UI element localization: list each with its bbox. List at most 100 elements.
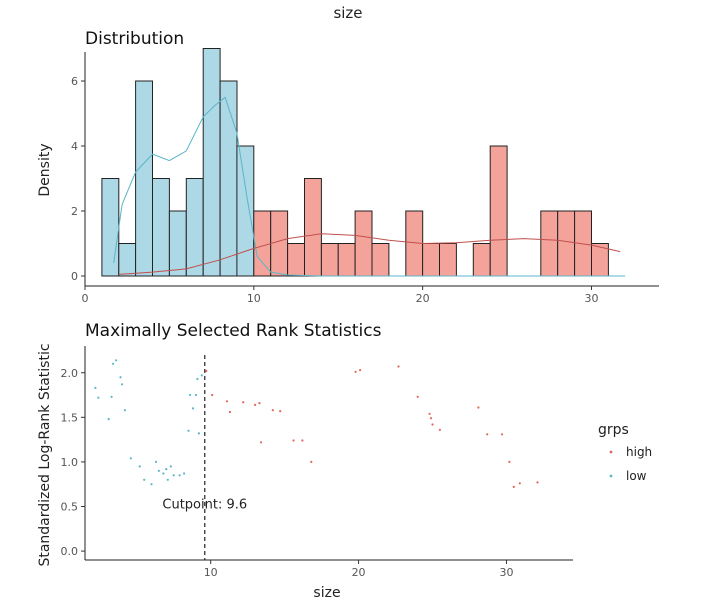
histogram-bar-high-13 xyxy=(540,210,559,277)
legend-key-high xyxy=(609,450,613,454)
scatter-point-low-21 xyxy=(183,472,186,475)
scatter-point-high-1 xyxy=(211,393,214,397)
scatter-point-low-8 xyxy=(123,409,126,412)
histogram-bar-high-11 xyxy=(472,243,491,277)
scatter-point-high-11 xyxy=(301,439,304,442)
legend-title: grps xyxy=(598,422,629,438)
rank-stat-y-tick-label-4: 2.0 xyxy=(61,367,79,380)
scatter-point-high-16 xyxy=(416,395,419,398)
scatter-point-low-28 xyxy=(200,374,203,377)
histogram-bar-high-3 xyxy=(304,178,322,277)
scatter-point-low-12 xyxy=(150,483,153,486)
figure-title: size xyxy=(333,4,362,22)
rank-stat-y-tick-label-3: 1.5 xyxy=(61,411,79,424)
histogram-bar-high-9 xyxy=(422,243,441,277)
scatter-point-high-6 xyxy=(258,402,261,405)
scatter-point-high-10 xyxy=(292,439,295,442)
legend-key-low xyxy=(609,474,613,478)
scatter-point-high-8 xyxy=(271,409,274,412)
scatter-points-high xyxy=(205,365,539,488)
scatter-point-low-7 xyxy=(120,383,124,386)
scatter-point-high-0 xyxy=(205,369,208,373)
scatter-point-low-0 xyxy=(94,386,97,389)
legend-label-low: low xyxy=(626,469,647,483)
scatter-point-high-19 xyxy=(431,423,434,426)
rank-stat-x-tick-label-0: 10 xyxy=(204,566,218,579)
scatter-point-high-2 xyxy=(225,400,229,403)
scatter-point-low-17 xyxy=(166,478,169,481)
scatter-point-high-14 xyxy=(359,369,362,372)
scatter-point-low-20 xyxy=(178,474,181,477)
distribution-x-tick-label-0: 0 xyxy=(82,292,89,305)
scatter-point-high-24 xyxy=(508,460,511,463)
histogram-bar-high-2 xyxy=(287,243,306,277)
scatter-points-low xyxy=(94,359,203,486)
histogram-bar-high-7 xyxy=(371,243,390,277)
scatter-point-high-20 xyxy=(438,428,441,431)
rank-stat-ylabel: Standardized Log-Rank Statistic xyxy=(37,343,53,566)
scatter-point-low-14 xyxy=(157,469,160,472)
distribution-panel: Distribution Density 0 10 20 30 0 2 4 6 xyxy=(37,29,659,305)
scatter-point-low-1 xyxy=(97,396,100,399)
histogram-bar-low-1 xyxy=(118,243,137,277)
scatter-point-low-5 xyxy=(115,359,118,362)
rank-stat-y-tick-label-1: 0.5 xyxy=(61,501,79,514)
scatter-point-low-15 xyxy=(162,472,165,475)
scatter-point-high-5 xyxy=(254,403,257,406)
rank-stat-x-tick-label-1: 20 xyxy=(352,566,366,579)
rank-stat-xlabel: size xyxy=(313,585,340,601)
scatter-point-high-27 xyxy=(536,481,539,484)
scatter-point-low-26 xyxy=(196,377,199,381)
histogram-bar-low-0 xyxy=(101,178,120,277)
scatter-point-high-25 xyxy=(512,485,515,488)
rank-stat-y-ticks: 0.0 0.5 1.0 1.5 2.0 xyxy=(61,367,85,558)
scatter-point-low-2 xyxy=(107,418,110,421)
scatter-point-low-27 xyxy=(197,432,200,435)
distribution-ylabel: Density xyxy=(37,143,53,196)
scatter-point-high-4 xyxy=(242,401,245,404)
rank-stat-title: Maximally Selected Rank Statistics xyxy=(85,321,382,341)
density-curve-high xyxy=(118,233,621,275)
scatter-point-high-23 xyxy=(500,433,504,436)
scatter-point-high-21 xyxy=(477,406,480,409)
scatter-point-low-24 xyxy=(191,407,195,410)
histogram-bar-high-12 xyxy=(489,145,508,277)
histogram-bar-low-8 xyxy=(236,145,255,277)
scatter-point-low-19 xyxy=(172,474,175,477)
histogram-bars-high xyxy=(253,145,609,277)
legend-label-high: high xyxy=(626,445,652,459)
scatter-point-low-10 xyxy=(138,465,141,468)
histogram-bar-high-0 xyxy=(253,210,272,277)
histogram-bar-high-14 xyxy=(557,210,576,277)
scatter-point-high-13 xyxy=(354,370,357,373)
histogram-bar-low-6 xyxy=(202,48,221,277)
histogram-bar-low-4 xyxy=(168,210,187,277)
legend: grps high low xyxy=(598,422,652,483)
scatter-point-low-6 xyxy=(119,376,122,379)
scatter-point-low-22 xyxy=(187,429,190,432)
histogram-bar-high-10 xyxy=(439,243,457,277)
rank-stat-y-tick-label-2: 1.0 xyxy=(61,456,79,469)
rank-stat-panel: Maximally Selected Rank Statistics Stand… xyxy=(37,321,652,601)
density-curve-low xyxy=(113,96,626,277)
distribution-x-tick-label-2: 20 xyxy=(416,292,430,305)
scatter-point-high-7 xyxy=(259,441,263,444)
distribution-y-tick-label-3: 6 xyxy=(71,75,78,88)
scatter-point-high-18 xyxy=(429,417,433,420)
rank-stat-x-tick-label-2: 30 xyxy=(499,566,513,579)
scatter-point-high-15 xyxy=(397,365,400,368)
scatter-point-high-3 xyxy=(228,410,231,414)
scatter-point-low-18 xyxy=(169,465,172,468)
distribution-x-tick-label-1: 10 xyxy=(247,292,261,305)
distribution-y-tick-label-1: 2 xyxy=(71,205,78,218)
histogram-bar-high-6 xyxy=(354,210,373,277)
distribution-y-tick-label-0: 0 xyxy=(71,270,78,283)
scatter-point-low-9 xyxy=(129,457,132,460)
histogram-bar-low-3 xyxy=(152,178,170,277)
rank-stat-y-tick-label-0: 0.0 xyxy=(61,545,79,558)
scatter-point-low-25 xyxy=(194,393,197,397)
scatter-point-low-11 xyxy=(143,478,146,481)
rank-stat-x-ticks: 10 20 30 xyxy=(204,560,513,579)
histogram-bars-low xyxy=(101,48,255,277)
